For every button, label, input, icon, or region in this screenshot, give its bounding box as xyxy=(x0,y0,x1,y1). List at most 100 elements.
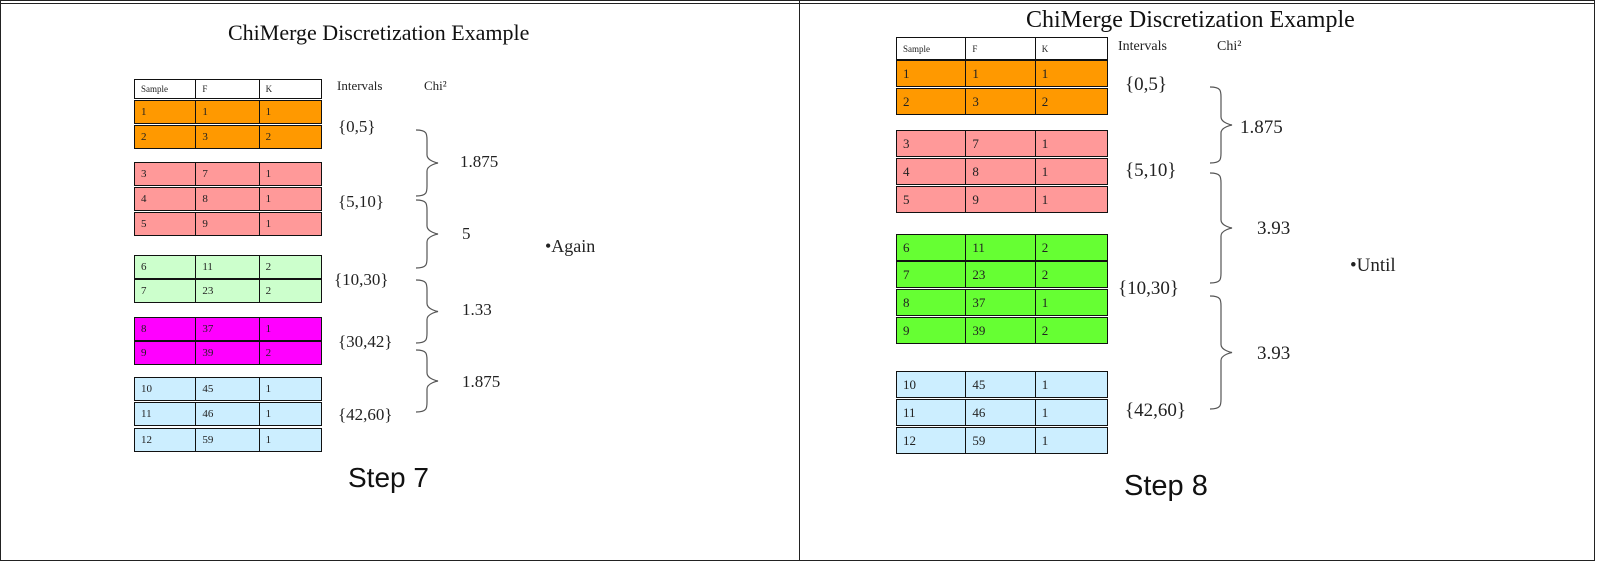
cell-f: 46 xyxy=(966,400,1036,425)
chi-square-heading: Chi² xyxy=(1217,39,1242,54)
chi-square-value: 5 xyxy=(462,224,471,243)
table-row: 6 11 2 xyxy=(134,255,322,279)
cell-sample: 6 xyxy=(897,235,967,260)
header-cell-k: K xyxy=(1041,43,1049,54)
chi-square-value: 3.93 xyxy=(1257,218,1291,239)
cell-f: 59 xyxy=(196,429,260,451)
cell-sample: 3 xyxy=(897,131,967,156)
cell-f: 11 xyxy=(196,256,260,278)
brace-icon xyxy=(1209,172,1233,284)
table-row: 11 46 1 xyxy=(896,399,1108,426)
cell-f: 23 xyxy=(196,280,260,302)
interval-label: {42,60} xyxy=(1125,400,1186,421)
figure-top-border xyxy=(0,0,1595,4)
brace-icon xyxy=(415,129,439,197)
cell-f: 59 xyxy=(966,428,1036,453)
cell-f: 45 xyxy=(196,378,260,400)
cell-sample: 7 xyxy=(135,280,197,302)
cell-k: 1 xyxy=(1041,65,1049,81)
cell-k: 1 xyxy=(1041,404,1049,420)
bullet-note: •Again xyxy=(545,236,596,256)
cell-f: 7 xyxy=(196,163,260,185)
cell-sample: 6 xyxy=(135,256,197,278)
cell-sample: 4 xyxy=(897,159,967,184)
cell-k: 1 xyxy=(265,168,272,180)
table-row: 8 37 1 xyxy=(896,289,1108,316)
cell-sample: 8 xyxy=(897,290,967,315)
cell-k: 1 xyxy=(265,193,272,205)
step-caption: Step 7 xyxy=(348,462,429,493)
cell-f: 7 xyxy=(966,131,1036,156)
cell-f: 23 xyxy=(966,262,1036,287)
table-row: 10 45 1 xyxy=(896,371,1108,398)
cell-k: 1 xyxy=(265,434,272,446)
table-row: 8 37 1 xyxy=(134,317,322,341)
brace-icon xyxy=(1209,86,1233,164)
cell-k: 1 xyxy=(265,323,272,335)
cell-sample: 1 xyxy=(135,101,197,123)
cell-f: 3 xyxy=(966,89,1036,114)
cell-f: 8 xyxy=(966,159,1036,184)
cell-f: 11 xyxy=(966,235,1036,260)
table-row: 9 39 2 xyxy=(134,341,322,365)
figure-title: ChiMerge Discretization Example xyxy=(1026,7,1355,33)
brace-icon xyxy=(415,199,439,269)
cell-sample: 10 xyxy=(135,378,197,400)
table-header: Sample F K xyxy=(134,79,322,99)
cell-sample: 8 xyxy=(135,318,197,340)
intervals-heading: Intervals xyxy=(337,78,383,93)
cell-sample: 2 xyxy=(897,89,967,114)
interval-label: {5,10} xyxy=(338,192,385,211)
chi-square-value: 1.875 xyxy=(460,152,499,171)
cell-sample: 4 xyxy=(135,188,197,210)
cell-sample: 11 xyxy=(135,403,197,425)
cell-f: 3 xyxy=(196,126,260,148)
cell-k: 2 xyxy=(265,347,272,359)
cell-k: 1 xyxy=(265,106,272,118)
cell-sample: 3 xyxy=(135,163,197,185)
chi-square-heading: Chi² xyxy=(424,78,447,93)
cell-sample: 11 xyxy=(897,400,967,425)
interval-label: {42,60} xyxy=(338,405,393,424)
cell-sample: 7 xyxy=(897,262,967,287)
table-row: 10 45 1 xyxy=(134,377,322,401)
interval-label: {10,30} xyxy=(1118,278,1179,299)
interval-label: {10,30} xyxy=(334,270,389,289)
table-header: Sample F K xyxy=(896,37,1108,60)
cell-f: 8 xyxy=(196,188,260,210)
header-cell-k: K xyxy=(265,84,273,94)
cell-sample: 12 xyxy=(897,428,967,453)
panel-step-8: ChiMerge Discretization Example Sample F K 1… xyxy=(800,0,1595,561)
merge-braces xyxy=(415,129,439,413)
merge-braces xyxy=(1209,86,1233,410)
cell-sample: 9 xyxy=(135,342,197,364)
brace-icon xyxy=(1209,295,1233,410)
cell-k: 2 xyxy=(1041,93,1049,109)
interval-label: {0,5} xyxy=(338,117,376,136)
header-cell-sample: Sample xyxy=(897,38,967,59)
table-row: 7 23 2 xyxy=(896,261,1108,288)
brace-icon xyxy=(415,279,439,344)
cell-k: 1 xyxy=(1041,163,1049,179)
cell-f: 39 xyxy=(196,342,260,364)
cell-sample: 1 xyxy=(897,61,967,86)
cell-f: 37 xyxy=(966,290,1036,315)
cell-k: 1 xyxy=(1041,294,1049,310)
cell-f: 37 xyxy=(196,318,260,340)
panel-divider xyxy=(799,0,800,561)
table-row: 12 59 1 xyxy=(896,427,1108,454)
cell-k: 2 xyxy=(1041,266,1049,282)
header-cell-sample: Sample xyxy=(135,80,197,98)
cell-sample: 9 xyxy=(897,318,967,343)
chi-square-value: 1.875 xyxy=(462,372,501,391)
header-cell-f: F xyxy=(966,38,1036,59)
cell-f: 45 xyxy=(966,372,1036,397)
